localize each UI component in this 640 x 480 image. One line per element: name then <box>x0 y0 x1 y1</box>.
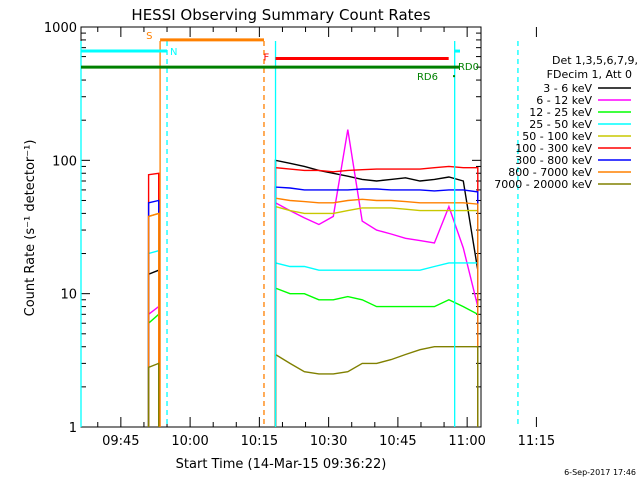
rd0-label: RD0 <box>458 62 479 73</box>
legend-entry-label: 300 - 800 keV <box>515 154 592 167</box>
x-tick-label: 11:00 <box>448 434 485 449</box>
series-line-1-b <box>274 129 479 427</box>
legend-entry-label: 50 - 100 keV <box>522 130 592 143</box>
x-tick-label: 10:15 <box>241 434 278 449</box>
x-axis-label: Start Time (14-Mar-15 09:36:22) <box>176 457 387 472</box>
legend-entry-label: 25 - 50 keV <box>529 118 592 131</box>
series-line-0-b <box>274 159 479 427</box>
legend-entry-label: 12 - 25 keV <box>529 106 592 119</box>
series-line-2-a <box>147 312 160 427</box>
y-tick-label: 1000 <box>44 21 77 36</box>
flare-label: F <box>264 53 270 64</box>
series-line-7-a <box>147 212 160 427</box>
rd6-point <box>453 75 455 78</box>
plot-frame <box>80 26 482 428</box>
series-line-3-a <box>147 249 160 427</box>
legend-entry-label: 6 - 12 keV <box>536 94 592 107</box>
series-line-5-b <box>274 165 479 427</box>
data-layer <box>147 129 479 427</box>
y-tick-label: 1 <box>69 421 77 436</box>
y-axis-label: Count Rate (s⁻¹ detector⁻¹) <box>23 140 38 317</box>
legend-entry-label: 100 - 300 keV <box>515 142 592 155</box>
legend: Det 1,3,5,6,7,9, FDecim 1, Att 0 3 - 6 k… <box>494 54 638 191</box>
series-line-0-a <box>147 269 160 427</box>
x-tick-label: 10:00 <box>171 434 208 449</box>
saa-label: S <box>146 31 152 42</box>
series-line-5-a <box>147 172 160 427</box>
legend-entry-label: 800 - 7000 keV <box>508 166 592 179</box>
legend-header-line-1: Det 1,3,5,6,7,9, <box>552 54 638 67</box>
series-line-4-a <box>147 212 160 427</box>
x-tick-label: 10:45 <box>379 434 416 449</box>
series-line-2-b <box>274 287 479 427</box>
marker-layer: S N F RD0 RD6 <box>80 31 519 427</box>
series-line-7-b <box>274 197 479 427</box>
x-tick-label: 10:30 <box>310 434 347 449</box>
series-line-6-b <box>274 186 479 427</box>
chart-title: HESSI Observing Summary Count Rates <box>131 6 430 24</box>
y-tick-label: 10 <box>60 288 77 303</box>
series-line-3-b <box>274 262 479 427</box>
y-tick-label: 100 <box>52 154 77 169</box>
series-line-8-b <box>274 346 479 427</box>
series-line-8-a <box>147 362 160 427</box>
legend-entry-label: 7000 - 20000 keV <box>494 178 592 191</box>
legend-entry-label: 3 - 6 keV <box>543 82 592 95</box>
x-tick-label: 09:45 <box>102 434 139 449</box>
date-stamp: 6-Sep-2017 17:46 <box>564 468 636 477</box>
rd6-label: RD6 <box>417 72 438 83</box>
legend-header-line-2: FDecim 1, Att 0 <box>547 68 632 81</box>
series-line-4-b <box>274 205 479 427</box>
x-tick-label: 11:15 <box>518 434 555 449</box>
night-label: N <box>170 47 177 58</box>
